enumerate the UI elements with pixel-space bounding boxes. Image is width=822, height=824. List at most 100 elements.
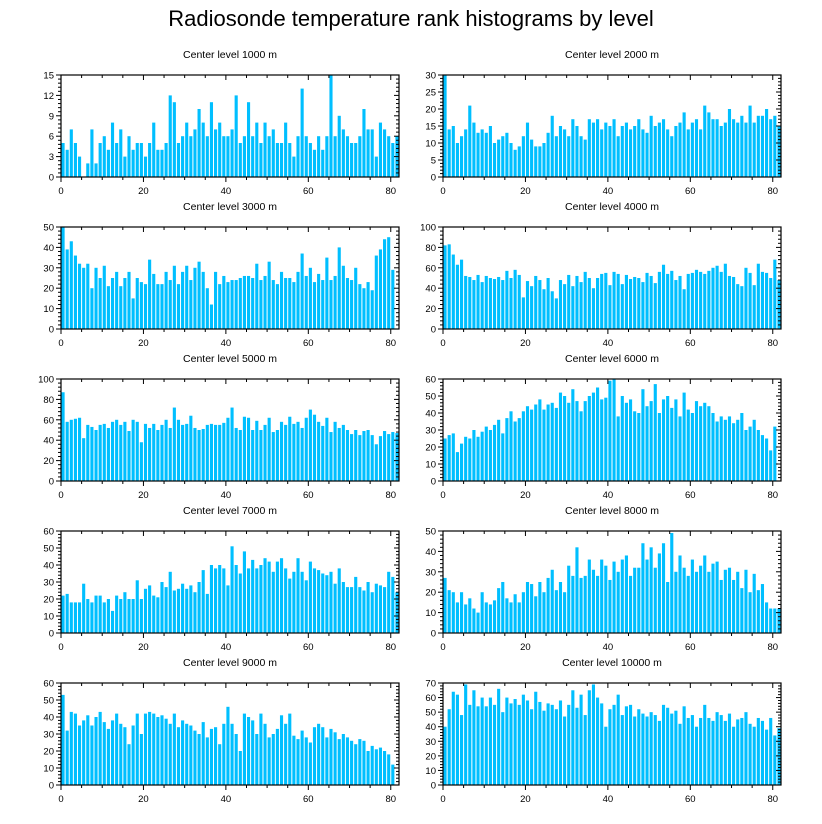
x-tick-label: 0 [58,186,63,197]
histogram-bar [748,592,752,633]
histogram-bar [711,413,715,481]
histogram-bar [98,711,102,785]
histogram-bar [600,273,604,329]
histogram-bar [616,571,620,633]
histogram-bar [645,716,649,785]
histogram-bar [148,585,152,633]
histogram-bar [447,590,451,633]
histogram-bar [760,115,765,177]
histogram-bar [711,119,715,177]
histogram-panel-1: Center level 1000 m 0 20 40 60 80 0 3 6 9 12 15 [43,49,400,197]
histogram-bar [707,270,711,329]
x-tick-label: 60 [685,338,696,349]
histogram-bar [164,587,168,633]
histogram-bar [509,278,513,329]
histogram-bar [61,227,65,329]
y-tick-label: 0 [431,477,436,488]
histogram-bar [378,585,383,633]
histogram-bar [86,424,90,481]
histogram-bar [366,430,370,481]
histogram-bar [77,725,82,785]
y-tick-label: 40 [425,547,436,558]
histogram-bar [354,576,358,633]
histogram-bar [484,275,488,329]
histogram-bar [185,423,189,481]
histogram-bar [727,567,732,633]
histogram-bar [608,380,612,481]
histogram-bar [443,726,447,785]
histogram-bar [341,582,345,633]
histogram-bar [608,579,612,633]
y-tick-label: 20 [425,304,436,315]
histogram-bar [497,139,501,177]
histogram-bar [255,122,259,177]
histogram-bar [255,420,259,481]
histogram-bar [715,119,719,177]
histogram-panel-10: Center level 10000 m 0 20 40 60 80 0 10 20 30 40 50… [425,657,782,805]
histogram-bar [86,263,90,329]
histogram-bar [197,109,201,177]
histogram-bar [383,587,387,633]
histogram-bar [459,136,464,177]
histogram-bar [143,156,148,177]
histogram-bar [77,156,82,177]
histogram-bar [670,270,674,329]
y-tick-label: 50 [43,223,54,234]
histogram-bar [670,407,674,481]
histogram-bar [736,571,740,633]
histogram-bar [160,424,164,481]
histogram-bar [752,573,756,633]
histogram-bar [472,280,476,329]
histogram-bar [61,694,65,785]
histogram-bar [214,271,218,329]
histogram-bar [321,149,325,177]
y-tick-label: 10 [425,460,436,471]
histogram-bar [90,602,94,633]
histogram-bar [492,143,497,177]
x-tick-label: 40 [221,186,232,197]
y-tick-label: 70 [425,679,436,690]
histogram-bar [534,275,538,329]
histogram-bar [670,713,674,785]
histogram-bar [628,704,633,785]
histogram-bar [325,737,329,785]
x-tick-label: 20 [138,642,149,653]
histogram-bar [267,417,271,481]
histogram-bar [284,278,288,329]
histogram-bar [201,122,205,177]
histogram-bar [645,406,649,481]
histogram-bar [587,278,591,329]
y-tick-label: 12 [43,91,54,102]
histogram-bar [591,122,596,177]
histogram-bar [205,288,209,329]
histogram-bar [719,271,723,329]
histogram-bar [464,436,468,481]
histogram-bar [587,396,591,481]
histogram-bar [534,596,538,633]
histogram-bar [242,136,246,177]
histogram-bar [649,401,653,481]
histogram-bar [209,102,214,177]
histogram-bar [661,704,666,785]
histogram-bar [152,713,156,785]
histogram-bar [234,95,238,177]
histogram-bar [542,710,546,785]
histogram-bar [296,558,300,633]
histogram-bar [505,697,509,785]
histogram-bar [690,122,694,177]
histogram-bar [715,421,719,481]
histogram-bar [633,276,637,329]
histogram-bar [715,712,719,785]
histogram-bar [329,280,333,329]
histogram-bar [86,163,90,177]
histogram-bar [102,722,106,785]
histogram-bar [230,723,234,785]
histogram-bar [765,438,769,481]
histogram-bar [230,129,234,177]
y-tick-label: 6 [49,132,54,143]
histogram-bar [197,734,201,785]
x-tick-label: 80 [385,338,396,349]
histogram-bar [172,713,176,785]
histogram-bar [345,587,350,633]
histogram-bar [472,122,476,177]
